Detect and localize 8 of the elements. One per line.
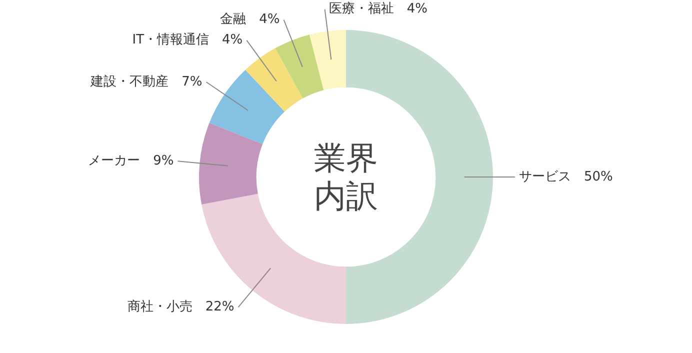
text: 業界内訳 <box>313 139 379 215</box>
slice-label: IT・情報通信 4% <box>132 32 243 48</box>
slice-label: 金融 4% <box>220 12 280 28</box>
slice-label: メーカー 9% <box>88 153 174 168</box>
slice-label: サービス 50% <box>519 169 613 184</box>
slice-label: 医療・福祉 4% <box>328 2 428 17</box>
slice-label: 建設・不動産 7% <box>90 73 202 90</box>
slice-label: 商社・小売 22% <box>127 300 234 315</box>
